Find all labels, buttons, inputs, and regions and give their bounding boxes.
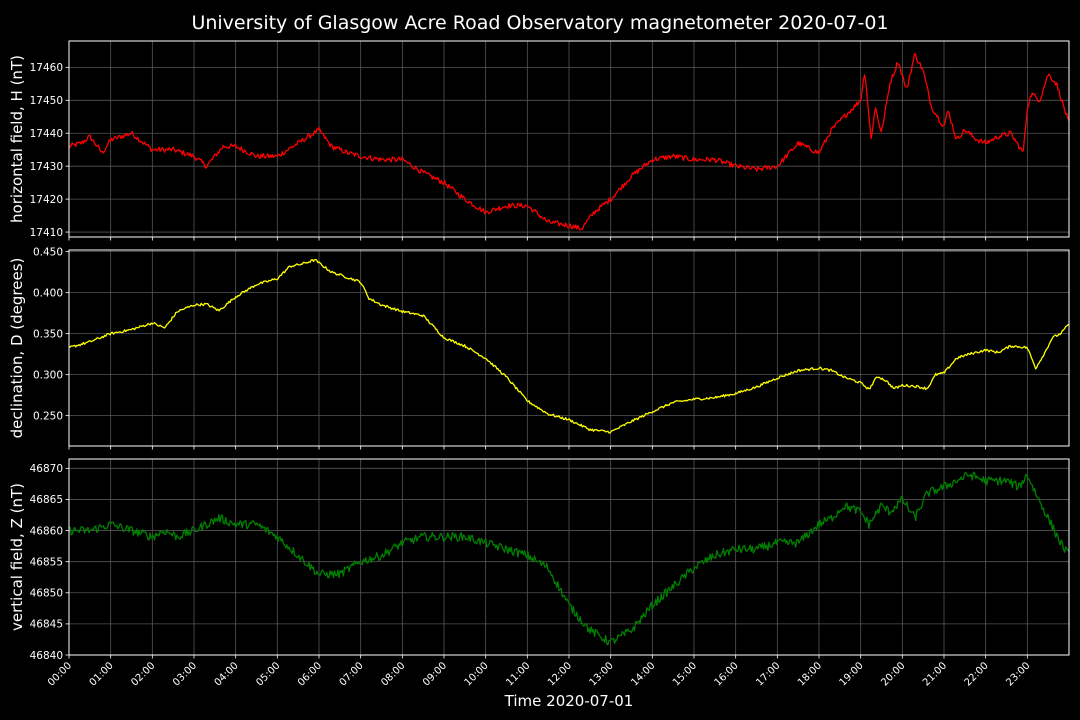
y-tick-label: 17410 <box>30 227 63 239</box>
y-tick-label: 0.250 <box>33 410 63 422</box>
data-series-line <box>68 471 1070 646</box>
panel-2: 0.250 0.300 0.350 0.400 0.450 declination, D … <box>8 246 1070 450</box>
y-axis-label: vertical field, Z (nT) <box>8 483 26 631</box>
y-tick-label: 46860 <box>30 525 63 537</box>
panel-frame <box>68 40 1070 238</box>
y-tick-label: 46845 <box>30 619 63 631</box>
x-axis-label: Time 2020-07-01 <box>504 692 634 710</box>
y-tick-label: 0.400 <box>33 287 63 299</box>
panel-frame <box>68 458 1070 656</box>
y-tick-label: 46855 <box>30 556 63 568</box>
y-axis-label: declination, D (degrees) <box>8 258 26 439</box>
data-series-line <box>68 52 1070 231</box>
y-tick-label: 0.450 <box>33 246 63 258</box>
panel-1: 17410 17420 17430 17440 17450 17460 horizontal… <box>8 40 1070 241</box>
y-tick-label: 17420 <box>30 194 63 206</box>
y-tick-label: 17430 <box>30 161 63 173</box>
y-tick-label: 17460 <box>30 62 63 74</box>
y-tick-label: 46840 <box>30 650 63 662</box>
y-tick-label: 46850 <box>30 588 63 600</box>
panel-frame <box>68 249 1070 447</box>
y-tick-label: 17440 <box>30 128 63 140</box>
y-tick-label: 17450 <box>30 95 63 107</box>
y-tick-label: 46865 <box>30 494 63 506</box>
y-tick-label: 0.300 <box>33 369 63 381</box>
chart-title: University of Glasgow Acre Road Observat… <box>191 12 888 34</box>
y-tick-label: 46870 <box>30 463 63 475</box>
y-tick-label: 0.350 <box>33 328 63 340</box>
data-series-line <box>68 258 1070 434</box>
y-axis-label: horizontal field, H (nT) <box>8 55 26 223</box>
